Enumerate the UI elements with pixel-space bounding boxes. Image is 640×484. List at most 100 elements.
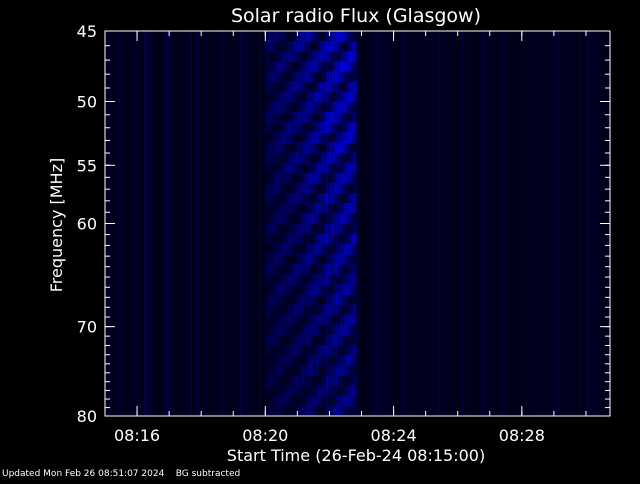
interference-stripe	[168, 31, 170, 416]
burst-cell	[354, 81, 357, 93]
burst-cell	[322, 41, 325, 52]
burst-cell	[316, 223, 319, 235]
burst-cell	[304, 112, 307, 123]
burst-cell	[307, 243, 310, 255]
burst-cell	[347, 172, 350, 184]
burst-cell	[289, 31, 292, 42]
burst-cell	[333, 365, 336, 376]
burst-cell	[324, 152, 327, 164]
burst-cell	[307, 132, 310, 143]
burst-cell	[351, 345, 354, 356]
burst-cell	[331, 355, 334, 366]
burst-cell	[341, 81, 344, 93]
burst-cell	[345, 405, 348, 416]
burst-cell	[274, 183, 277, 194]
burst-cell	[336, 375, 339, 387]
burst-cell	[310, 71, 313, 83]
burst-cell	[339, 71, 342, 83]
burst-cell	[310, 405, 313, 416]
burst-cell	[328, 284, 331, 295]
burst-cell	[266, 203, 269, 214]
burst-cell	[324, 264, 327, 275]
burst-cell	[324, 142, 327, 154]
burst-cell	[266, 81, 269, 93]
burst-cell	[285, 81, 288, 93]
burst-cell	[301, 172, 304, 184]
burst-cell	[342, 142, 345, 154]
burst-cell	[322, 264, 325, 275]
burst-cell	[324, 405, 327, 416]
burst-cell	[336, 324, 339, 336]
interference-stripe	[213, 31, 215, 416]
burst-cell	[327, 112, 330, 123]
y-tick-label: 60	[77, 215, 97, 234]
burst-cell	[268, 81, 271, 93]
burst-cell	[291, 101, 294, 113]
burst-cell	[319, 345, 322, 356]
burst-cell	[283, 152, 286, 164]
burst-cell	[336, 172, 339, 184]
burst-cell	[306, 142, 309, 154]
burst-cell	[274, 284, 277, 295]
burst-cell	[322, 223, 325, 235]
burst-cell	[292, 122, 295, 133]
burst-cell	[348, 304, 351, 316]
burst-cell	[265, 41, 268, 52]
burst-cell	[283, 132, 286, 143]
burst-cell	[312, 51, 315, 62]
burst-cell	[347, 405, 350, 416]
burst-cell	[341, 51, 344, 62]
burst-cell	[344, 142, 347, 154]
burst-cell	[327, 294, 330, 306]
burst-cell	[277, 142, 280, 154]
burst-cell	[307, 112, 310, 123]
interference-stripe	[241, 31, 243, 416]
burst-cell	[274, 375, 277, 387]
burst-cell	[310, 243, 313, 255]
burst-cell	[348, 314, 351, 326]
burst-cell	[297, 213, 300, 225]
burst-cell	[278, 334, 281, 346]
burst-cell	[288, 324, 291, 336]
burst-cell	[272, 334, 275, 346]
burst-cell	[333, 223, 336, 235]
burst-cell	[353, 345, 356, 356]
burst-cell	[348, 274, 351, 285]
burst-cell	[315, 405, 318, 416]
burst-cell	[331, 132, 334, 143]
burst-cell	[291, 243, 294, 255]
burst-cell	[289, 71, 292, 83]
interference-stripe	[336, 31, 338, 416]
burst-cell	[266, 112, 269, 123]
burst-cell	[291, 112, 294, 123]
burst-cell	[318, 284, 321, 295]
burst-cell	[330, 31, 333, 42]
burst-cell	[269, 41, 272, 52]
burst-cell	[338, 203, 341, 214]
burst-cell	[339, 334, 342, 346]
burst-cell	[354, 152, 357, 164]
burst-cell	[268, 172, 271, 184]
burst-cell	[342, 314, 345, 326]
burst-cell	[297, 193, 300, 204]
burst-cell	[318, 203, 321, 214]
burst-cell	[301, 112, 304, 123]
burst-cell	[351, 142, 354, 154]
burst-cell	[312, 243, 315, 255]
burst-cell	[271, 253, 274, 265]
burst-cell	[325, 112, 328, 123]
burst-cell	[328, 334, 331, 346]
burst-cell	[350, 61, 353, 73]
burst-cell	[275, 152, 278, 164]
burst-cell	[336, 243, 339, 255]
burst-cell	[294, 284, 297, 295]
burst-cell	[327, 132, 330, 143]
burst-cell	[339, 375, 342, 387]
interference-stripe	[376, 31, 378, 416]
burst-cell	[335, 193, 338, 204]
burst-cell	[266, 51, 269, 62]
interference-stripe	[358, 31, 360, 416]
burst-cell	[328, 375, 331, 387]
burst-cell	[300, 405, 303, 416]
burst-cell	[272, 61, 275, 73]
